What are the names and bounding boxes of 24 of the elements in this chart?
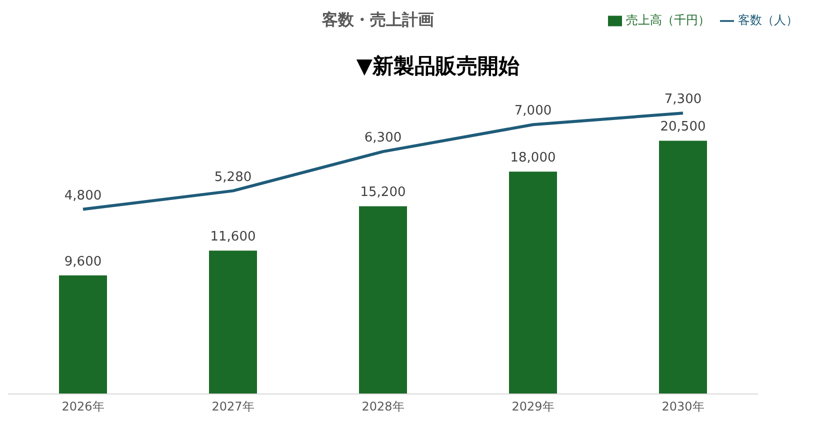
data-label: 18,000 [510,150,556,166]
x-tick-label: 2027年 [212,400,254,414]
bar [59,275,107,394]
bar [359,206,407,394]
text: ▼新製品販売開始 [355,53,521,80]
x-tick-label: 2029年 [512,400,554,414]
data-label: 15,200 [360,185,406,200]
chart-title: 客数・売上計画 [322,10,434,29]
x-tick-label: 2026年 [62,400,104,414]
data-label: 4,800 [64,188,102,204]
bar [509,172,557,394]
legend-label: 売上高（千円） [626,13,710,27]
bar [659,140,707,394]
data-label: 7,300 [664,92,702,108]
data-label: 20,500 [660,120,706,135]
data-label: 9,600 [64,254,102,270]
data-label: 7,000 [514,104,552,119]
data-label: 6,300 [364,130,402,146]
x-tick-label: 2028年 [362,400,404,414]
x-tick-label: 2030年 [662,400,704,414]
data-label: 11,600 [210,230,256,245]
legend-label: 客数（人） [738,13,798,27]
data-label: 5,280 [214,170,252,185]
bar [209,250,257,394]
